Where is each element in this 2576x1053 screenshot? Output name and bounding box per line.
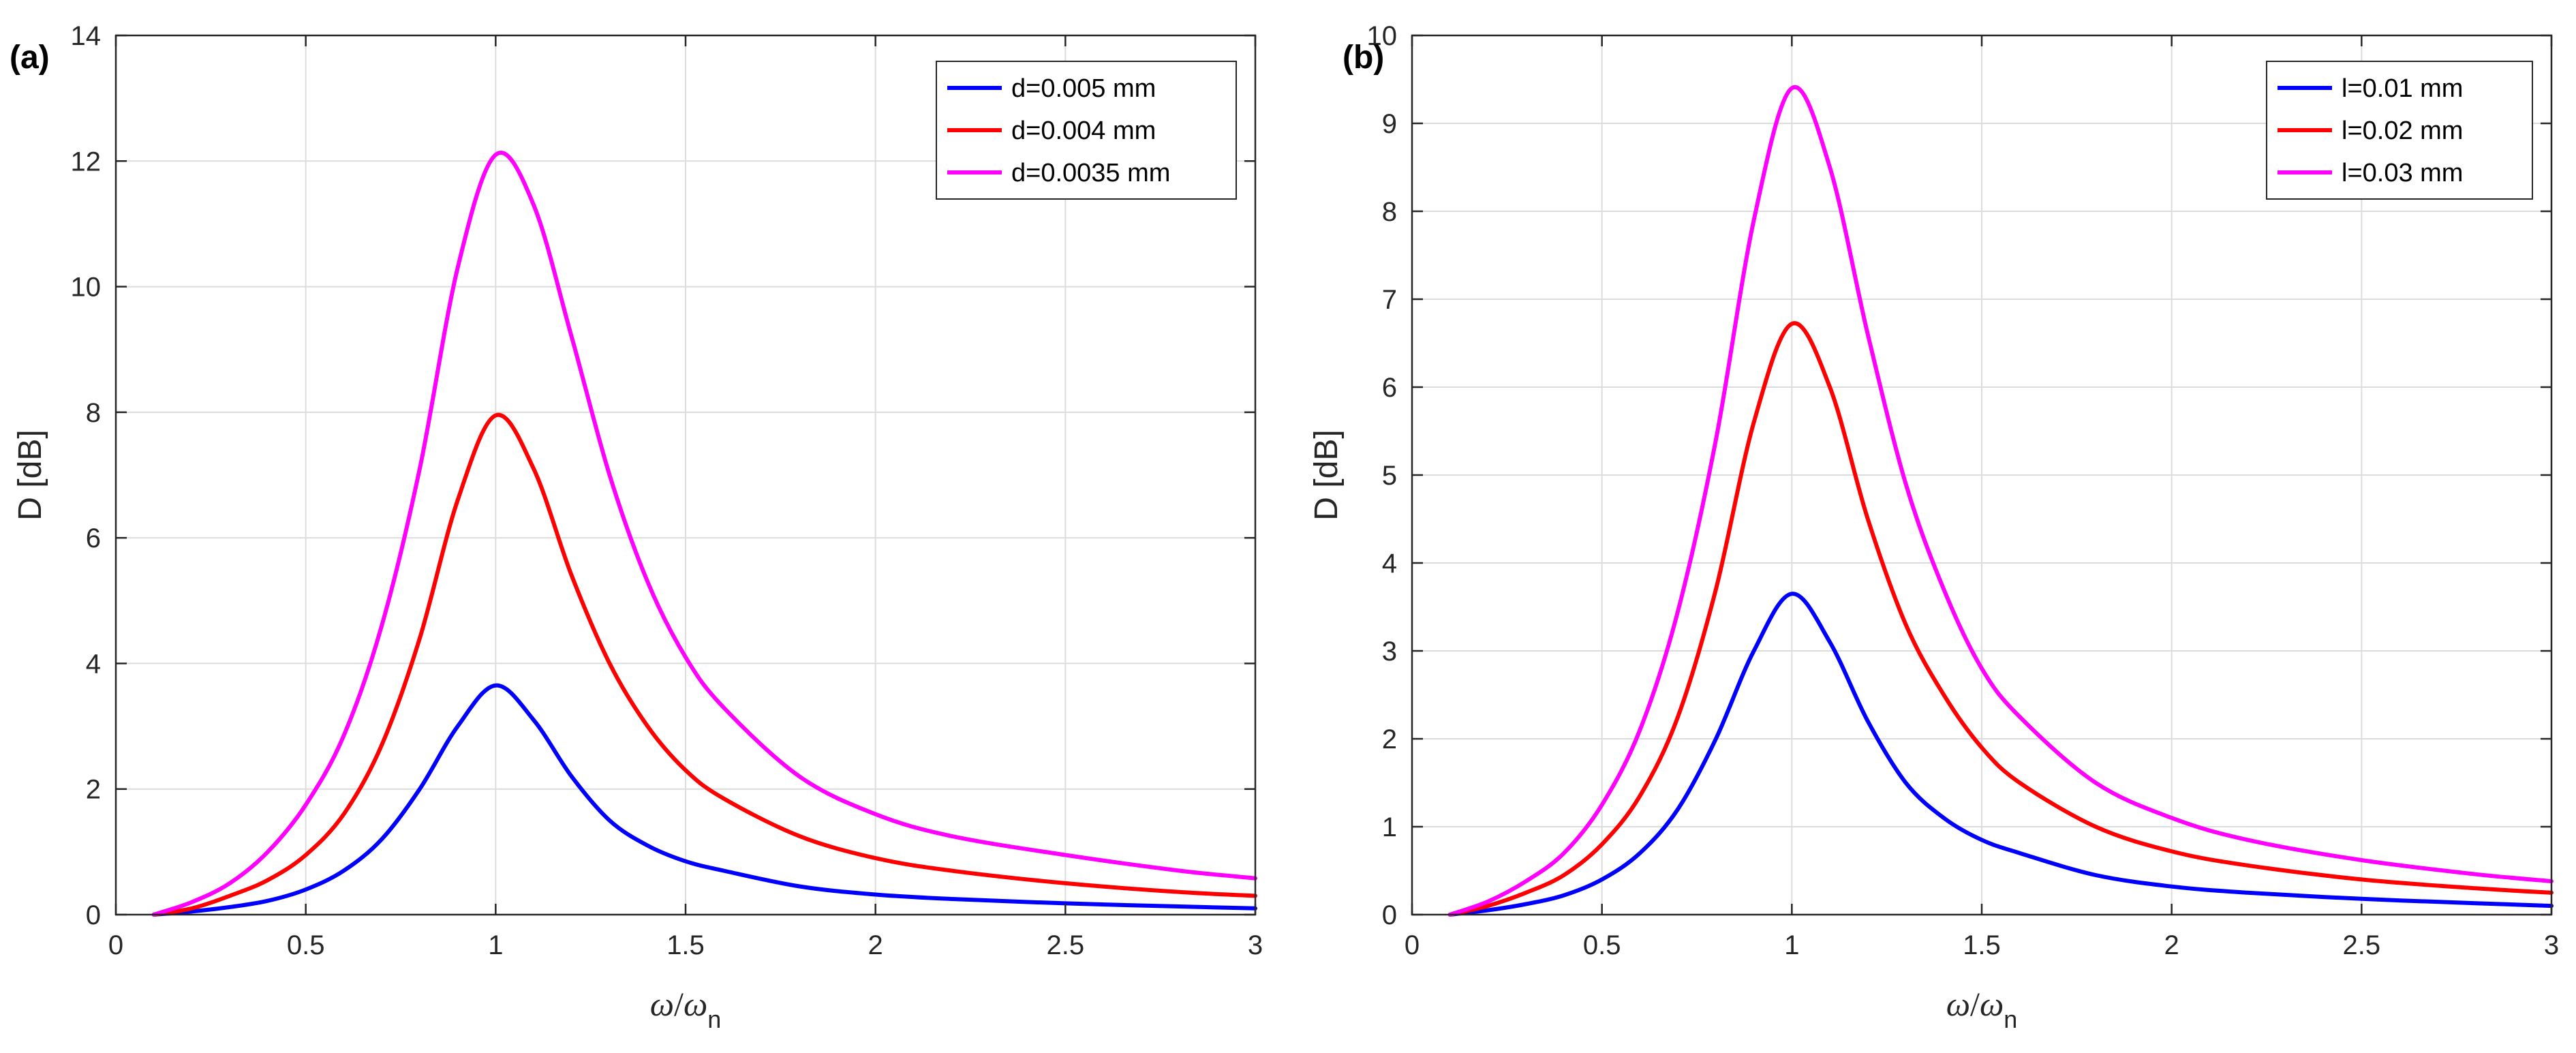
legend-entry-1: d=0.005 mm: [1011, 74, 1156, 103]
y-tick-label: 2: [86, 775, 101, 805]
y-tick-label: 10: [1367, 21, 1398, 51]
y-tick-label: 8: [86, 398, 101, 428]
y-tick-label: 2: [1382, 724, 1397, 754]
legend-box: [2266, 61, 2533, 200]
x-tick-label: 1.5: [1963, 930, 2001, 960]
x-axis-label-subscript: n: [707, 1005, 721, 1033]
y-tick-label: 14: [71, 21, 102, 51]
legend-entry-1: l=0.01 mm: [2342, 74, 2463, 103]
x-tick-label: 2: [868, 930, 883, 960]
series-line-3: [151, 151, 1257, 917]
x-tick-label: 2: [2164, 930, 2179, 960]
y-tick-label: 1: [1382, 812, 1397, 842]
x-axis-label-slash: /: [1970, 985, 1980, 1023]
y-tick-label: 6: [1382, 373, 1397, 403]
panel-label: (a): [10, 40, 50, 76]
x-axis-label-denominator: ω: [1980, 985, 2004, 1023]
series-line-2: [151, 412, 1257, 917]
legend: l=0.01 mm l=0.02 mm l=0.03 mm: [2266, 61, 2533, 200]
y-tick-label: 12: [71, 147, 102, 177]
x-tick-label: 3: [1248, 930, 1263, 960]
y-tick-label: 0: [1382, 900, 1397, 930]
legend-entry-2: d=0.004 mm: [1011, 117, 1156, 145]
x-axis-label-denominator: ω: [684, 985, 707, 1023]
x-tick-label: 1.5: [666, 930, 705, 960]
y-tick-label: 7: [1382, 285, 1397, 315]
x-tick-label: 2.5: [1047, 930, 1085, 960]
y-tick-label: 3: [1382, 637, 1397, 667]
x-axis-label-numerator: ω: [650, 985, 674, 1023]
y-axis-label: D [dB]: [1308, 429, 1345, 520]
y-tick-label: 8: [1382, 197, 1397, 227]
y-tick-label: 5: [1382, 461, 1397, 491]
x-axis-label-subscript: n: [2004, 1005, 2017, 1033]
legend-entry-2: l=0.02 mm: [2342, 117, 2463, 145]
y-tick-label: 9: [1382, 109, 1397, 139]
y-tick-label: 0: [86, 900, 101, 930]
legend-entry-3: l=0.03 mm: [2342, 159, 2463, 187]
x-axis-label: ω/ωn: [650, 985, 722, 1033]
x-tick-label: 3: [2544, 930, 2559, 960]
x-axis-label-numerator: ω: [1946, 985, 1970, 1023]
y-tick-label: 10: [71, 273, 102, 303]
series-line-1: [151, 683, 1257, 917]
x-axis-label-slash: /: [674, 985, 684, 1023]
x-tick-label: 0.5: [1583, 930, 1621, 960]
legend: d=0.005 mm d=0.004 mm d=0.0035 mm: [936, 61, 1237, 200]
y-tick-label: 6: [86, 523, 101, 553]
x-tick-label: 0: [1405, 930, 1420, 960]
series-line-3: [1447, 85, 2554, 917]
panel-label: (b): [1343, 40, 1384, 76]
x-tick-label: 1: [488, 930, 503, 960]
x-tick-label: 0.5: [287, 930, 325, 960]
y-tick-label: 4: [1382, 549, 1397, 579]
x-axis-label: ω/ωn: [1946, 985, 2018, 1033]
legend-entry-3: d=0.0035 mm: [1011, 159, 1170, 187]
x-tick-label: 0: [108, 930, 123, 960]
y-axis-label: D [dB]: [12, 429, 48, 520]
y-tick-label: 4: [86, 649, 101, 679]
x-tick-label: 2.5: [2343, 930, 2381, 960]
series-line-2: [1447, 321, 2554, 917]
series-line-1: [1447, 592, 2554, 917]
x-tick-label: 1: [1784, 930, 1799, 960]
